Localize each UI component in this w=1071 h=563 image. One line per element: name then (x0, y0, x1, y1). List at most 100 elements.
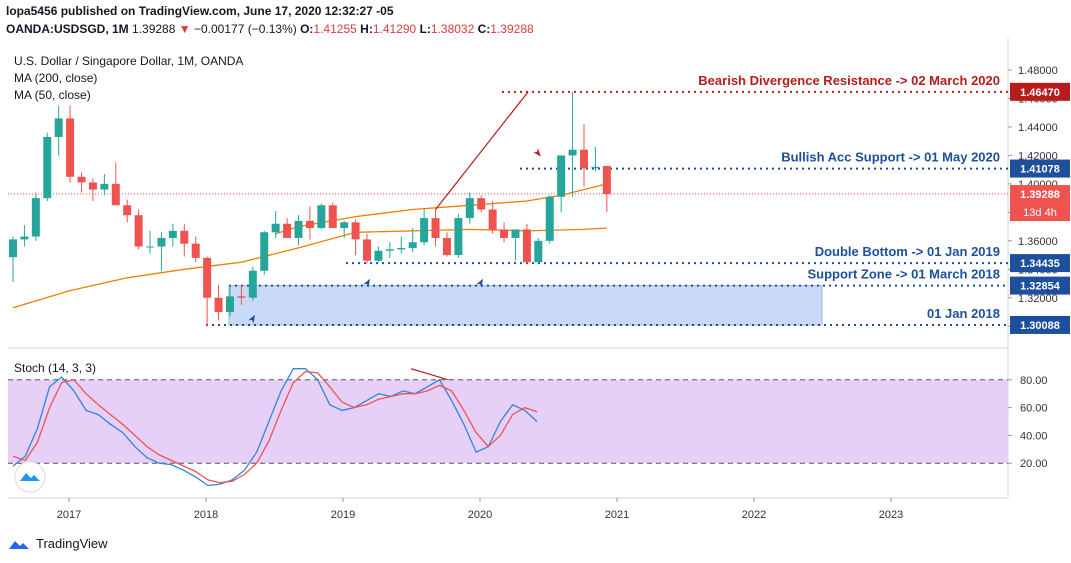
candle-body (374, 250, 383, 261)
candle-body (477, 198, 486, 210)
candle-body (203, 257, 212, 298)
high-value: 1.41290 (372, 22, 417, 36)
candle-body (522, 229, 531, 263)
symbol-label: OANDA:USDSGD, 1M (6, 22, 129, 36)
y-tick-label: 1.44000 (1018, 122, 1058, 134)
current-price-text: 1.39288 (1020, 189, 1060, 201)
x-tick-label: 2021 (605, 509, 629, 521)
watermark-wave-icon (20, 473, 40, 481)
candle-body (385, 249, 394, 251)
y-tick-label: 1.32000 (1018, 293, 1058, 305)
candle-body (146, 246, 155, 248)
low-value: 1.38032 (430, 22, 475, 36)
candle-body (488, 209, 497, 230)
candle-body (225, 296, 234, 312)
x-tick-label: 2019 (331, 509, 355, 521)
price-tag (1010, 254, 1070, 273)
level-label: Bullish Acc Support -> 01 May 2020 (781, 150, 1000, 165)
x-tick-label: 2017 (57, 509, 81, 521)
candle-body (237, 296, 246, 298)
divergence-line-price (435, 91, 529, 210)
stoch-y-tick-label: 80.00 (1020, 375, 1048, 387)
tradingview-footer: TradingView (8, 536, 108, 551)
candle-body (123, 205, 132, 216)
price-tag-text: 1.41078 (1020, 164, 1060, 176)
candle-body (420, 218, 429, 243)
candle-body (431, 218, 440, 238)
level-label: Bearish Divergence Resistance -> 02 Marc… (698, 73, 1000, 88)
candle-body (157, 237, 166, 247)
last-price: 1.39288 (132, 22, 176, 36)
support-zone (228, 285, 823, 326)
candle-body (397, 247, 406, 250)
candle-body (408, 242, 417, 248)
candle-body (20, 236, 29, 240)
level-labels: Bearish Divergence Resistance -> 02 Marc… (698, 73, 1070, 334)
candle-body (328, 205, 337, 229)
stoch-y-tick-label: 40.00 (1020, 430, 1048, 442)
legend-ma200: MA (200, close) (14, 71, 97, 85)
candle-body (77, 176, 86, 183)
bullish-arrow-icon (476, 278, 483, 288)
price-tag-text: 1.46470 (1020, 87, 1060, 99)
price-tag (1010, 159, 1070, 178)
price-tag-text: 1.32854 (1020, 281, 1061, 293)
y-tick-label: 1.36000 (1018, 236, 1058, 248)
stoch-label: Stoch (14, 3, 3) (14, 361, 96, 375)
tradingview-logo-icon (9, 540, 29, 549)
candle-body (557, 155, 566, 197)
candle-body (180, 230, 189, 244)
current-price-tag (1010, 185, 1070, 204)
candle-body (305, 220, 314, 229)
candle-body (442, 237, 451, 256)
candle-body (31, 198, 40, 237)
candle-body (54, 118, 63, 137)
ma50-line (12, 227, 607, 309)
price-tag-text: 1.30088 (1020, 320, 1060, 332)
publish-info: lopa5456 published on TradingView.com, J… (6, 4, 394, 18)
annotations (248, 91, 561, 414)
stoch-y-tick-label: 20.00 (1020, 458, 1048, 470)
candle-body (317, 205, 326, 229)
level-label: 01 Jan 2018 (927, 306, 1000, 321)
price-tag (1010, 315, 1070, 334)
candle-body (43, 136, 52, 199)
x-tick-label: 2018 (194, 509, 218, 521)
candle-body (500, 229, 509, 238)
candle-body (191, 243, 200, 258)
x-tick-label: 2020 (468, 509, 492, 521)
candle-body (294, 220, 303, 238)
candle-body (271, 223, 280, 233)
countdown-text: 13d 4h (1023, 207, 1057, 219)
candle-body (534, 240, 543, 263)
countdown-tag (1010, 203, 1070, 222)
stochastic-panel (8, 368, 1008, 493)
candle-body (363, 239, 372, 261)
bullish-arrow-icon (248, 314, 255, 324)
candle-body (66, 118, 75, 177)
candle-body (351, 222, 360, 240)
candle-body (340, 222, 349, 229)
change-value: −0.00177 (−0.13%) (193, 22, 297, 36)
bullish-arrow-icon (363, 278, 370, 288)
y-tick-label: 1.48000 (1018, 65, 1058, 77)
levels (8, 90, 1008, 326)
x-tick-label: 2023 (879, 509, 903, 521)
close-value: 1.39288 (490, 22, 534, 36)
candle-body (545, 196, 554, 241)
legend-title: U.S. Dollar / Singapore Dollar, 1M, OAND… (14, 54, 243, 68)
price-tag (1010, 276, 1070, 295)
x-tick-label: 2022 (742, 509, 766, 521)
candle-body (283, 223, 292, 238)
level-label: Double Bottom -> 01 Jan 2019 (815, 244, 1000, 259)
candle-body (111, 183, 120, 206)
candle-body (214, 297, 223, 312)
ohlc-bar: OANDA:USDSGD, 1M 1.39288 ▼ −0.00177 (−0.… (6, 22, 534, 36)
candle-body (100, 183, 109, 190)
stoch-d-line (12, 370, 538, 484)
candle-body (9, 239, 17, 258)
candle-body (168, 230, 177, 238)
down-arrow-icon: ▼ (178, 22, 191, 36)
candle-body (88, 182, 97, 190)
